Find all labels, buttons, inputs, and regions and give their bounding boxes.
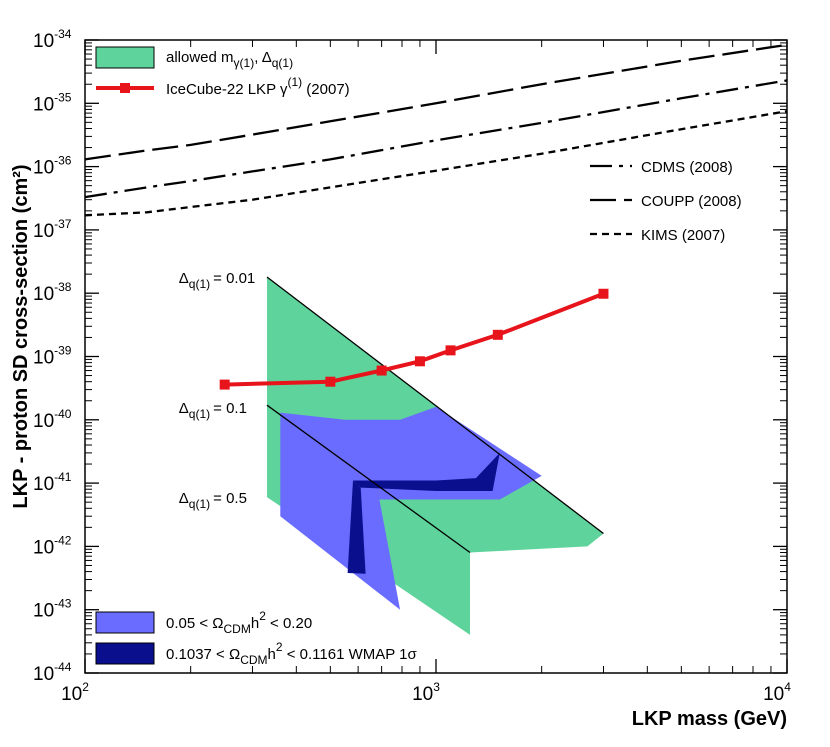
series-point xyxy=(219,379,230,390)
legend-label-icecube: IceCube-22 LKP γ(1) (2007) xyxy=(166,75,350,98)
legend-label-allowed: allowed mγ(1), Δq(1) xyxy=(166,49,293,70)
delta-annotations: Δq(1) = 0.01 Δq(1) = 0.1 Δq(1) = 0.5 xyxy=(179,270,256,511)
delta-boundary-line-1 xyxy=(266,404,471,554)
y-tick-label: 10-44 xyxy=(33,660,72,685)
delta-boundary-lines xyxy=(266,276,604,554)
series-point xyxy=(376,365,387,376)
shaded-regions xyxy=(267,277,604,635)
y-tick-label: 10-42 xyxy=(33,533,72,558)
legend-label-bottom-0: 0.05 < ΩCDMh2 < 0.20 xyxy=(166,609,312,636)
series-point xyxy=(445,345,456,356)
data-series xyxy=(84,43,788,390)
legends: allowed mγ(1), Δq(1) IceCube-22 LKP γ(1) … xyxy=(95,46,742,667)
delta-boundary-line-0 xyxy=(266,276,604,534)
legend-label-bottom-1: 0.1037 < ΩCDMh2 < 0.1161 WMAP 1σ xyxy=(166,640,417,667)
region-wmap_band_lower xyxy=(347,480,366,574)
y-tick-label: 10-43 xyxy=(33,597,72,622)
series-point xyxy=(414,356,425,367)
x-tick-label: 104 xyxy=(763,680,791,705)
y-tick-label: 10-35 xyxy=(33,90,72,115)
series-line-3 xyxy=(84,110,788,217)
delta-annotation: Δq(1) = 0.01 xyxy=(179,270,256,291)
y-tick-label: 10-39 xyxy=(33,344,72,369)
legend-swatch-bottom-0 xyxy=(95,611,155,634)
legend-label-longdash: COUPP (2008) xyxy=(641,193,742,210)
legend-label-dashdot: CDMS (2008) xyxy=(641,159,733,176)
legend-swatch-bottom-1 xyxy=(95,642,155,665)
series-point xyxy=(598,288,609,299)
x-tick-label: 103 xyxy=(412,680,440,705)
legend-swatch-allowed xyxy=(95,46,155,69)
series-line-2 xyxy=(84,43,788,161)
delta-annotation: Δq(1) = 0.5 xyxy=(179,490,247,511)
x-axis-label: LKP mass (GeV) xyxy=(632,708,787,730)
y-axis-label: LKP - proton SD cross-section (cm²) xyxy=(10,164,32,508)
region-omega_0.05_0.20 xyxy=(280,406,542,610)
y-tick-label: 10-40 xyxy=(33,407,72,432)
y-tick-label: 10-38 xyxy=(33,280,72,305)
y-tick-label: 10-41 xyxy=(33,470,72,495)
y-tick-label: 10-36 xyxy=(33,154,72,179)
legend-label-shortdash: KIMS (2007) xyxy=(641,227,725,244)
x-tick-label: 102 xyxy=(61,680,89,705)
legend-marker-icecube xyxy=(120,83,130,93)
series-point xyxy=(325,376,336,387)
axis-ticks: 102 103 104 10-44 10-43 10-42 10-41 10-40 10-39 1… xyxy=(33,27,791,705)
series-point xyxy=(492,329,503,340)
series-line-1 xyxy=(84,79,788,199)
delta-annotation: Δq(1) = 0.1 xyxy=(179,400,247,421)
region-wmap_band_upper xyxy=(353,452,500,491)
y-tick-label: 10-34 xyxy=(33,27,72,52)
y-tick-label: 10-37 xyxy=(33,217,72,242)
